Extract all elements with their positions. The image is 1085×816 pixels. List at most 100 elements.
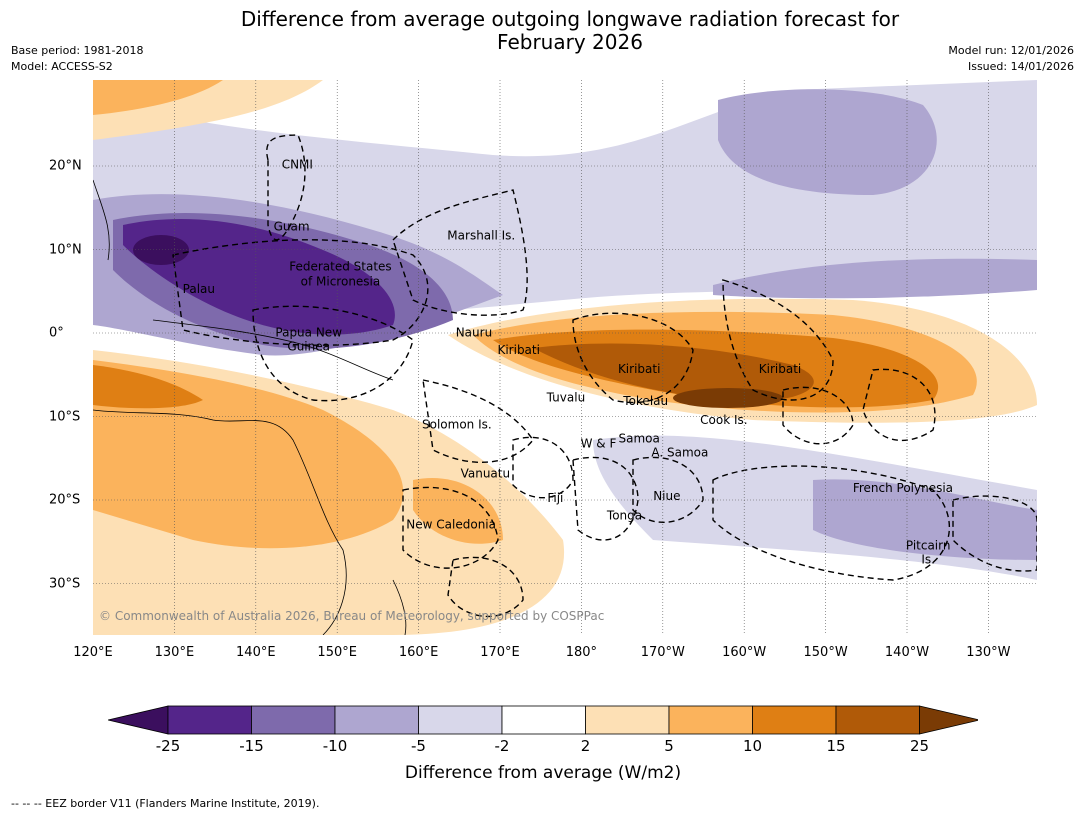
- colorbar-tick-label: -10: [322, 737, 348, 755]
- contour-mid-purple-hawaii: [718, 89, 937, 195]
- eez-french-polynesia-north: [862, 368, 936, 441]
- region-label: Kiribati: [497, 343, 539, 357]
- colorbar-segment: [251, 705, 336, 735]
- y-tick-label: 20°N: [49, 158, 82, 174]
- region-label: Is.: [921, 553, 935, 567]
- x-tick-label: 170°E: [480, 645, 520, 660]
- region-label: Federated States: [289, 260, 391, 274]
- eez-cook-islands: [782, 386, 854, 445]
- region-label: Marshall Is.: [447, 229, 515, 243]
- eez-solomon-islands: [422, 379, 534, 463]
- eez-tonga: [572, 456, 639, 541]
- colorbar-extend-high: [919, 705, 978, 735]
- x-tick-label: 120°E: [73, 645, 113, 660]
- anomaly-field: [93, 80, 1037, 635]
- region-label: Guam: [274, 219, 310, 233]
- region-label: New Caledonia: [406, 518, 496, 532]
- region-label: of Micronesia: [301, 275, 381, 289]
- region-label: Kiribati: [618, 362, 660, 376]
- x-tick-label: 130°W: [966, 645, 1011, 660]
- eez-norfolk: [447, 556, 524, 618]
- region-label: Tokelau: [622, 394, 668, 408]
- x-tick-label: 160°E: [398, 645, 439, 660]
- colorbar-segment: [835, 705, 920, 735]
- eez-french-polynesia-south: [712, 465, 950, 581]
- colorbar-segment: [167, 705, 252, 735]
- colorbar-tick-label: 10: [742, 737, 763, 755]
- model-run: Model run: 12/01/2026: [948, 44, 1074, 57]
- region-label: Samoa: [619, 432, 660, 446]
- colorbar-extend-low: [108, 705, 169, 735]
- colorbar-tick-label: -2: [494, 737, 510, 755]
- contour-extreme-orange: [673, 388, 783, 408]
- region-label: A. Samoa: [651, 446, 708, 460]
- region-label: Kiribati: [759, 362, 801, 376]
- x-tick-label: 150°E: [317, 645, 357, 660]
- eez-fiji: [512, 436, 574, 499]
- colorbar-segment: [752, 705, 837, 735]
- contour-orange-northwest: [93, 80, 223, 115]
- x-tick-label: 130°E: [154, 645, 195, 660]
- x-tick-label: 140°E: [236, 645, 276, 660]
- x-tick-label: 170°W: [640, 645, 685, 660]
- y-tick-label: 0°: [49, 325, 64, 341]
- region-label: Tonga: [606, 508, 642, 522]
- x-tick-label: 140°W: [884, 645, 930, 660]
- colorbar-segment: [501, 705, 586, 735]
- coast-philippines: [93, 179, 110, 261]
- region-label: Palau: [183, 282, 215, 296]
- colorbar-tick-label: -5: [411, 737, 426, 755]
- issued-date: Issued: 14/01/2026: [967, 60, 1074, 73]
- coast-new-zealand: [392, 579, 407, 635]
- region-label: Pitcairn: [906, 538, 951, 552]
- eez-kiribati-phoenix: [572, 312, 694, 404]
- eez-marshall-islands: [392, 189, 528, 316]
- region-label: Cook Is.: [700, 413, 747, 427]
- contour-brown-east: [533, 343, 814, 402]
- contour-mid-purple-east: [713, 258, 1037, 299]
- title-line-1: Difference from average outgoing longwav…: [240, 7, 900, 31]
- model-name: Model: ACCESS-S2: [11, 60, 113, 73]
- region-label: Papua New: [275, 326, 342, 340]
- meta-right: Model run: 12/01/2026 Issued: 14/01/2026: [948, 43, 1074, 75]
- contour-mid-purple-south: [813, 479, 1037, 560]
- gridlines: [93, 80, 1037, 635]
- colorbar-segment: [334, 705, 419, 735]
- colorbar-tick-label: 2: [580, 737, 591, 755]
- eez-pitcairn: [952, 495, 1037, 572]
- region-label: Guinea: [287, 340, 330, 354]
- y-tick-label: 30°S: [49, 576, 81, 591]
- eez-cnmi: [266, 134, 306, 241]
- copyright-notice: © Commonwealth of Australia 2026, Bureau…: [99, 609, 604, 623]
- colorbar-tick-label: 5: [664, 737, 674, 755]
- region-label: Fiji: [547, 491, 563, 505]
- colorbar-segment: [418, 705, 503, 735]
- y-tick-label: 20°S: [49, 492, 81, 508]
- region-label: W & F: [581, 437, 617, 451]
- colorbar-tick-label: -15: [239, 737, 264, 755]
- chart-title: Difference from average outgoing longwav…: [150, 8, 990, 54]
- eez-new-caledonia: [402, 486, 499, 569]
- region-label: French Polynesia: [853, 481, 953, 495]
- title-line-2: February 2026: [497, 30, 643, 54]
- region-label: Nauru: [456, 326, 492, 340]
- contour-deep-orange-west: [93, 365, 203, 409]
- region-label: Vanuatu: [461, 467, 511, 481]
- eez-borders: [172, 134, 1037, 618]
- contour-deep-purple: [123, 218, 395, 335]
- colorbar-title: Difference from average (W/m2): [404, 763, 682, 783]
- region-label: Niue: [653, 489, 680, 503]
- x-tick-label: 150°W: [803, 645, 848, 660]
- eez-footnote: -- -- -- EEZ border V11 (Flanders Marine…: [11, 797, 320, 810]
- contour-orange-vanuatu: [413, 478, 503, 544]
- x-tick-label: 160°W: [722, 645, 767, 660]
- region-label: CNMI: [282, 158, 313, 172]
- coast-australia: [93, 409, 347, 635]
- region-label: Solomon Is.: [422, 417, 492, 431]
- coast-new-guinea: [152, 319, 394, 381]
- colorbar: [108, 705, 978, 735]
- region-label: Tuvalu: [546, 391, 586, 405]
- meta-left: Base period: 1981-2018 Model: ACCESS-S2: [11, 43, 143, 75]
